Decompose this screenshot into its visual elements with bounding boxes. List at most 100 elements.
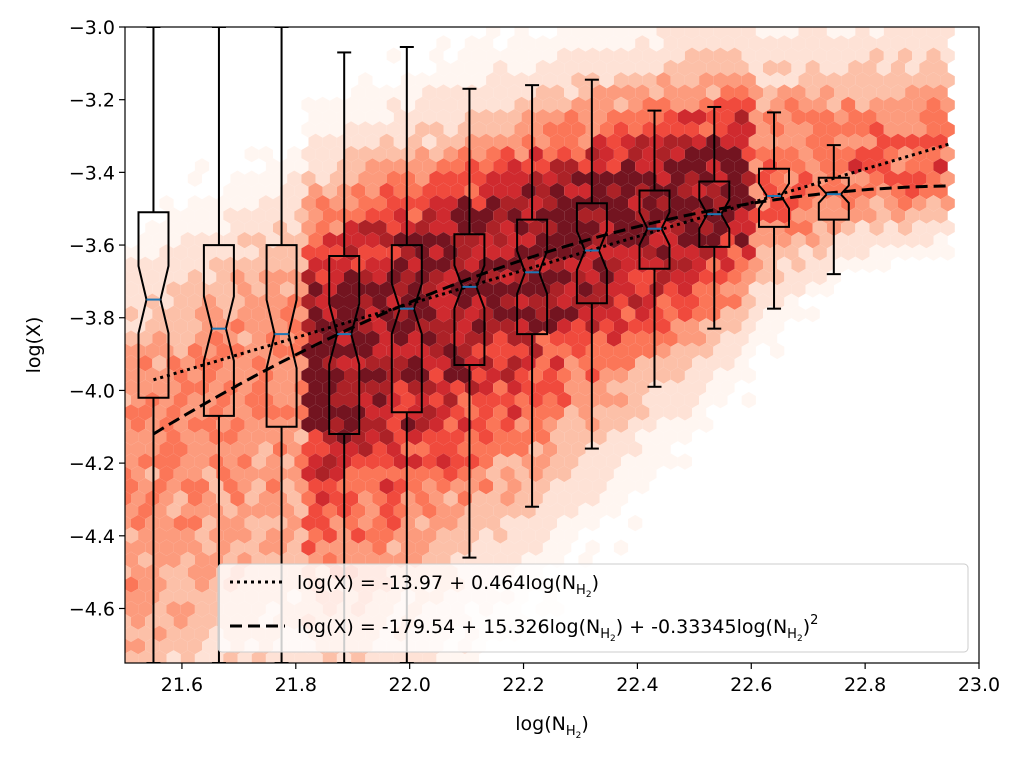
hexbin-cell (493, 182, 508, 200)
hexbin-cell (429, 441, 444, 458)
hexbin-cell (613, 27, 629, 40)
hexbin-cell (528, 219, 543, 237)
hexbin-cell (125, 294, 131, 310)
hexbin-cell (521, 35, 536, 52)
hexbin-cell (663, 109, 678, 126)
hexbin-cell (898, 170, 913, 187)
hexbin-cell (429, 416, 444, 433)
hexbin-cell (684, 268, 700, 286)
hexbin-cell (273, 441, 288, 458)
hexbin-cell (883, 96, 898, 114)
hexbin-cell (621, 59, 636, 77)
hexbin-cell (684, 47, 700, 64)
hexbin-cell (670, 195, 685, 212)
hexbin-cell (656, 268, 671, 286)
hexbin-cell (486, 121, 501, 138)
boxplot-12 (817, 144, 850, 276)
hexbin-cell (125, 404, 139, 421)
hexbin-cell (862, 207, 877, 224)
hexbin-cell (677, 404, 692, 421)
hexbin-cell (125, 281, 139, 298)
hexbin-cell (187, 613, 202, 630)
hexbin-cell (138, 502, 153, 519)
hexbin-cell (713, 391, 728, 409)
box-body (390, 244, 423, 414)
hexbin-cell (883, 244, 898, 261)
hexbin-cell (755, 121, 771, 138)
hexbin-cell (599, 441, 614, 458)
x-tick-label: 22.2 (502, 674, 544, 696)
hexbin-cell (919, 35, 934, 52)
hexbin-cell (152, 379, 167, 396)
hexbin-cell (422, 158, 437, 175)
hexbin-cell (677, 84, 692, 101)
hexbin-cell (145, 441, 160, 458)
hexbin-cell (507, 404, 522, 421)
hexbin-cell (251, 428, 266, 446)
hexbin-cell (670, 47, 685, 64)
hexbin-cell (621, 379, 636, 396)
hexbin-cell (663, 84, 678, 101)
hexbin-cell (436, 256, 451, 273)
hexbin-cell (628, 170, 643, 187)
hexbin-cell (230, 416, 245, 433)
hexbin-cell (791, 281, 806, 298)
hexbin-cell (535, 453, 550, 470)
hexbin-cell (763, 207, 778, 224)
hexbin-cell (471, 490, 487, 507)
hexbin-cell (258, 293, 273, 310)
hexbin-cell (194, 330, 210, 347)
hexbin-cell (741, 96, 756, 114)
hexbin-cell (642, 268, 657, 286)
hexbin-cell (443, 441, 458, 458)
hexbin-cell (713, 367, 728, 384)
hexbin-cell (159, 441, 174, 458)
hexbin-cell (322, 182, 337, 200)
hexbin-cell (848, 133, 863, 150)
hexbin-cell (223, 182, 238, 200)
hexbin-cell (457, 96, 472, 114)
hexbin-cell (258, 219, 273, 237)
hexbin-cell (649, 232, 664, 249)
boxplot-4 (328, 51, 361, 663)
hexbin-cell (145, 490, 160, 507)
hexbin-cell (621, 330, 636, 347)
hexbin-cell (471, 342, 487, 360)
hexbin-cell (125, 576, 139, 593)
hexbin-cell (464, 502, 479, 519)
hexbin-cell (684, 318, 700, 335)
hexbin-cell (315, 441, 330, 458)
hexbin-cell (194, 305, 210, 323)
hexbin-cell (365, 158, 380, 175)
hexbin-cell (628, 441, 643, 458)
hexbin-cell (152, 601, 167, 618)
hexbin-cell (720, 59, 735, 77)
hexbin-cell (912, 47, 927, 64)
hexbin-cell (202, 367, 217, 384)
hexbin-cell (244, 416, 259, 433)
hexbin-cell (166, 256, 181, 273)
hexbin-cell (287, 416, 302, 433)
hexbin-cell (493, 109, 508, 126)
hexbin-cell (862, 35, 877, 52)
hexbin-cell (606, 84, 621, 101)
hexbin-cell (237, 453, 252, 470)
hexbin-cell (848, 84, 863, 101)
hexbin-cell (251, 453, 266, 470)
hexbin-cell (329, 96, 344, 114)
hexbin-cell (145, 514, 160, 532)
hexbin-cell (578, 207, 593, 224)
hexbin-cell (748, 182, 763, 200)
hexbin-cell (315, 96, 330, 114)
hexbin-cell (393, 355, 408, 372)
hexbin-cell (223, 428, 238, 446)
hexbin-cell (145, 318, 160, 335)
hexbin-cell (251, 527, 266, 544)
hexbin-cell (550, 59, 565, 77)
hexbin-cell (479, 305, 494, 323)
hexbin-cell (436, 207, 451, 224)
hexbin-cell (557, 170, 572, 187)
hexbin-cell (173, 293, 188, 310)
hexbin-cell (471, 72, 487, 89)
hexbin-cell (684, 27, 700, 40)
